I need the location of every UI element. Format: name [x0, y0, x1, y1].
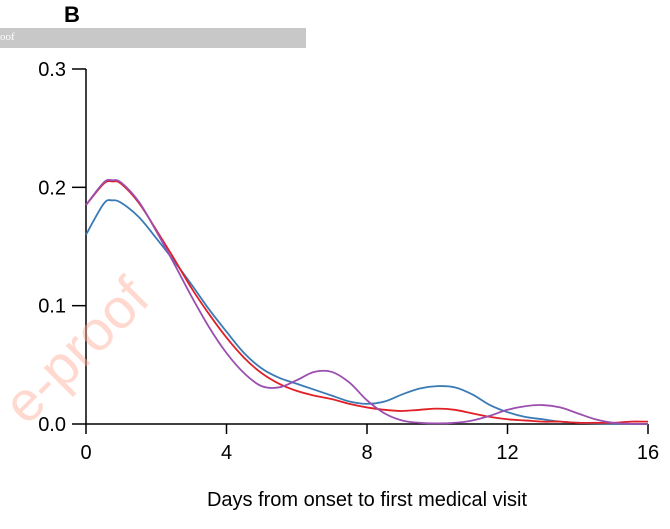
- y-tick-label: 0.2: [38, 177, 66, 199]
- y-tick-label: 0.1: [38, 296, 66, 318]
- series-line-purple: [85, 178, 649, 425]
- x-tick-label: 8: [361, 442, 372, 464]
- header-banner: [0, 28, 306, 48]
- banner-text: oof: [0, 31, 15, 43]
- chart-series: [85, 178, 649, 425]
- x-tick-label: 12: [496, 442, 518, 464]
- chart-axes: [72, 68, 649, 434]
- series-line-red: [85, 180, 649, 424]
- x-tick-label: 16: [637, 442, 659, 464]
- panel-label: B: [64, 2, 80, 27]
- x-axis-title: Days from onset to first medical visit: [207, 489, 528, 511]
- y-tick-label: 0.0: [38, 414, 66, 436]
- y-tick-label: 0.3: [38, 59, 66, 81]
- series-line-blue: [85, 199, 649, 425]
- chart-labels: 0 4 8 12 16 0.0 0.1 0.2 0.3 Days from onset to fi…: [38, 59, 659, 511]
- x-tick-label: 0: [80, 442, 91, 464]
- x-tick-label: 4: [221, 442, 232, 464]
